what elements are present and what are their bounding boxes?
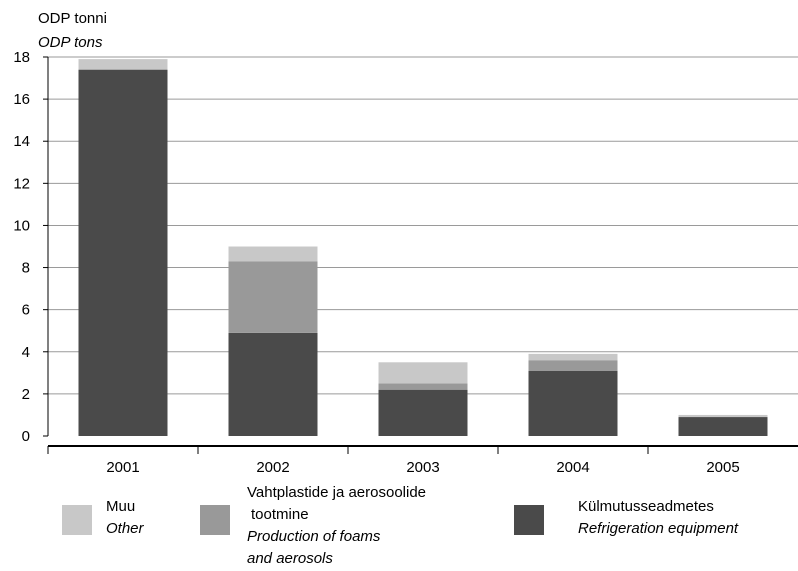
bars bbox=[78, 59, 768, 436]
legend-label-refrigeration-en: Refrigeration equipment bbox=[578, 520, 739, 537]
legend-item-other: Muu Other bbox=[106, 496, 144, 540]
bar-segment bbox=[228, 246, 318, 262]
y-tick-label: 4 bbox=[22, 344, 30, 361]
legend-label-other: Muu bbox=[106, 498, 136, 515]
bar-segment bbox=[528, 370, 618, 436]
bar-segment bbox=[528, 353, 618, 361]
x-tick-label: 2002 bbox=[256, 459, 289, 476]
bar-segment bbox=[528, 360, 618, 371]
y-axis-unit-label: ODP tonni bbox=[38, 10, 107, 27]
bar-segment bbox=[378, 389, 468, 436]
y-tick-label: 6 bbox=[22, 302, 30, 319]
y-tick-label: 10 bbox=[13, 217, 30, 234]
y-tick-label: 18 bbox=[13, 49, 30, 66]
gridlines bbox=[48, 56, 798, 395]
legend-swatch-foams bbox=[200, 505, 230, 535]
bar-segment bbox=[378, 362, 468, 384]
legend-item-refrigeration: Külmutusseadmetes Refrigeration equipmen… bbox=[578, 496, 738, 540]
legend-label-foams-en-2: and aerosols bbox=[247, 550, 333, 567]
legend-swatch-refrigeration bbox=[514, 505, 544, 535]
bar-segment bbox=[228, 332, 318, 436]
y-axis-unit-label-en: ODP tons bbox=[38, 34, 103, 51]
legend-label-foams-1: Vahtplastide ja aerosoolide bbox=[247, 484, 427, 501]
x-tick-label: 2001 bbox=[106, 459, 139, 476]
legend-item-foams: Vahtplastide ja aerosoolide tootmine Pro… bbox=[247, 482, 426, 570]
bar-segment bbox=[228, 261, 318, 333]
legend-label-refrigeration: Külmutusseadmetes bbox=[578, 498, 714, 515]
x-tick-labels: 2001 2002 2003 2004 2005 bbox=[106, 459, 739, 476]
legend-label-foams-2: tootmine bbox=[251, 506, 309, 523]
bar-segment bbox=[78, 69, 168, 436]
axes bbox=[43, 56, 798, 454]
y-tick-labels: 0 2 4 6 8 10 12 14 16 18 bbox=[13, 49, 30, 445]
bar-segment bbox=[378, 383, 468, 390]
y-tick-label: 16 bbox=[13, 91, 30, 108]
legend-label-other-en: Other bbox=[106, 520, 144, 537]
y-tick-label: 0 bbox=[22, 428, 30, 445]
legend-swatch-other bbox=[62, 505, 92, 535]
bar-segment bbox=[678, 414, 768, 418]
y-tick-label: 2 bbox=[22, 386, 30, 403]
bar-segment bbox=[678, 417, 768, 436]
y-tick-label: 8 bbox=[22, 260, 30, 277]
y-tick-label: 14 bbox=[13, 133, 30, 150]
bar-segment bbox=[78, 59, 168, 70]
legend-label-foams-en-1: Production of foams bbox=[247, 528, 381, 545]
x-tick-label: 2004 bbox=[556, 459, 589, 476]
x-tick-label: 2003 bbox=[406, 459, 439, 476]
y-tick-label: 12 bbox=[13, 175, 30, 192]
x-tick-label: 2005 bbox=[706, 459, 739, 476]
